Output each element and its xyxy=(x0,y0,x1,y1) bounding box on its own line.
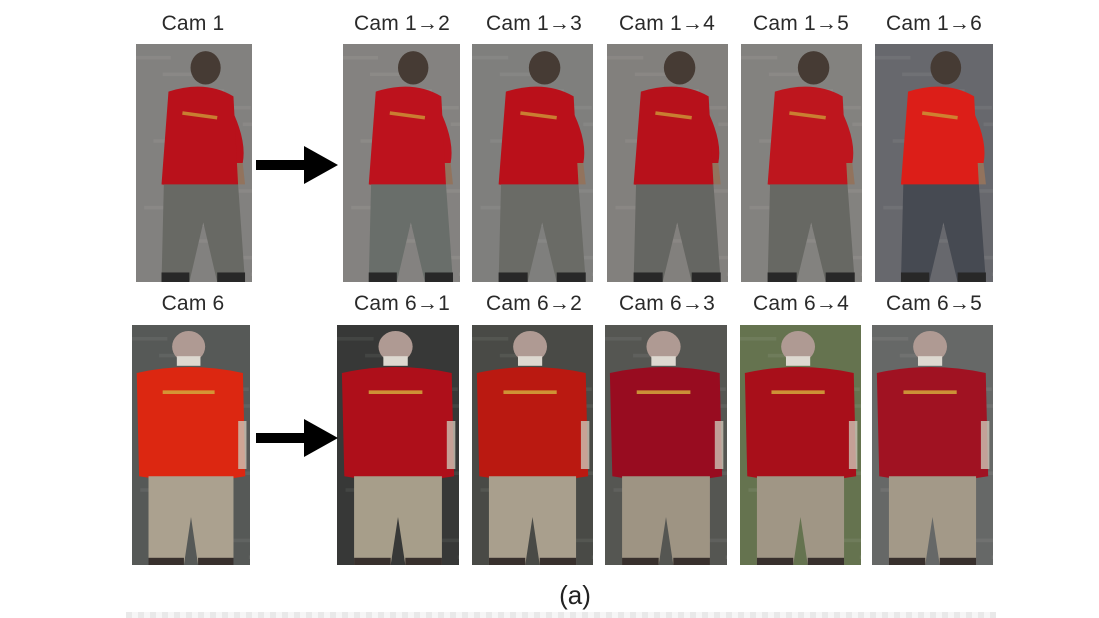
label-cam-1: Cam 1 xyxy=(161,12,225,35)
label-cam-1-to-2: Cam 1→2 xyxy=(354,12,450,35)
photo-cam-1-to-3 xyxy=(472,44,593,282)
photo-cam-1-to-5 xyxy=(741,44,862,282)
photo-cam-6-to-5 xyxy=(872,325,993,565)
arrow-right-icon xyxy=(256,419,338,457)
photo-cam-1-to-6 xyxy=(875,44,993,282)
label-cam-6-to-4: Cam 6→4 xyxy=(753,292,849,315)
figure-caption: (a) xyxy=(559,580,591,610)
photo-cam-1-to-4 xyxy=(607,44,728,282)
label-cam-6-to-3: Cam 6→3 xyxy=(619,292,715,315)
photo-cam-6 xyxy=(132,325,250,565)
photo-cam-6-to-1 xyxy=(337,325,459,565)
label-cam-6-to-2: Cam 6→2 xyxy=(486,292,582,315)
label-cam-6: Cam 6 xyxy=(161,292,225,315)
photo-cam-6-to-4 xyxy=(740,325,861,565)
arrow-right-icon xyxy=(256,146,338,184)
label-cam-1-to-5: Cam 1→5 xyxy=(753,12,849,35)
photo-cam-6-to-3 xyxy=(605,325,727,565)
photo-cam-6-to-2 xyxy=(472,325,593,565)
photo-cam-1-to-2 xyxy=(343,44,460,282)
label-cam-1-to-6: Cam 1→6 xyxy=(886,12,982,35)
bottom-edge-strip xyxy=(126,612,996,618)
label-cam-1-to-3: Cam 1→3 xyxy=(486,12,582,35)
photo-cam-1 xyxy=(136,44,252,282)
label-cam-6-to-5: Cam 6→5 xyxy=(886,292,982,315)
label-cam-6-to-1: Cam 6→1 xyxy=(354,292,450,315)
label-cam-1-to-4: Cam 1→4 xyxy=(619,12,715,35)
